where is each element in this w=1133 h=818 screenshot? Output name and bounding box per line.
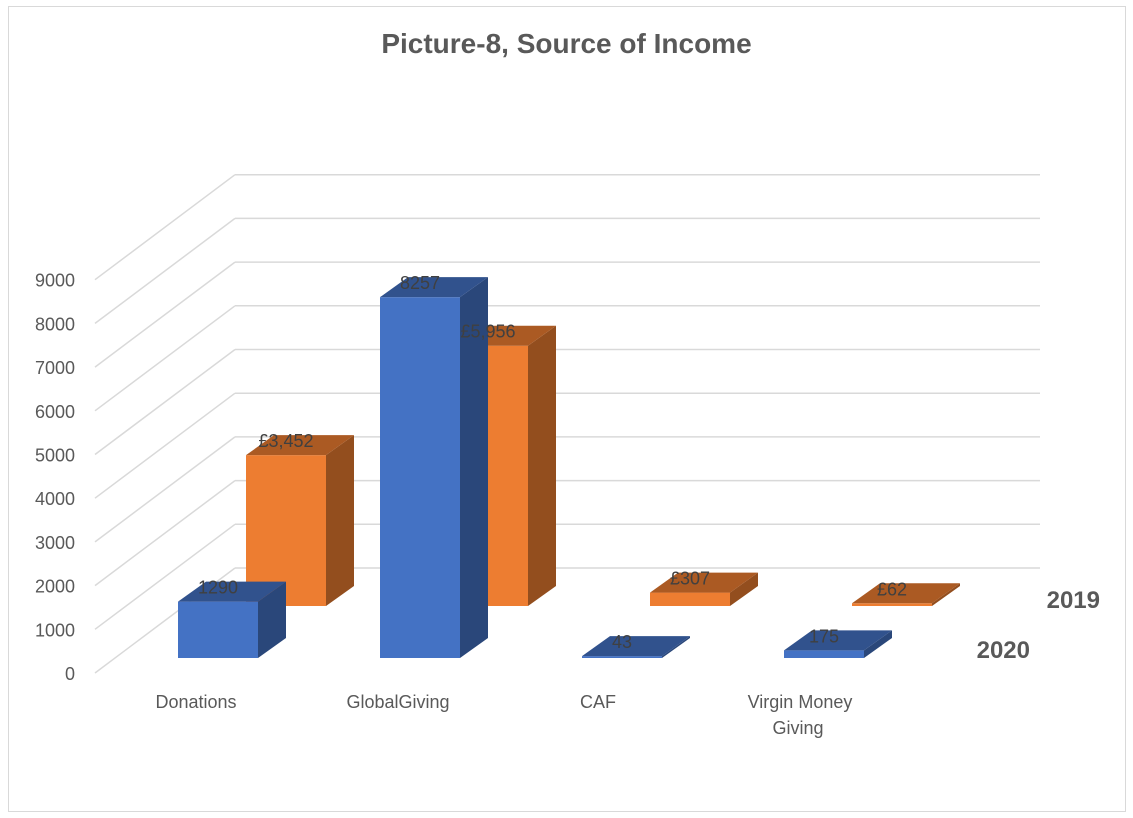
side-gridline [94, 217, 236, 324]
category-label: CAF [580, 692, 616, 712]
y-tick-label: 6000 [35, 402, 75, 422]
bar-2020-2-top [582, 636, 690, 657]
bar-2019-0-side [326, 435, 354, 606]
category-label: Virgin Money Giving [748, 692, 853, 738]
y-tick-label: 5000 [35, 446, 75, 466]
bar-2020-3 [784, 630, 892, 658]
data-label-2019: £307 [670, 569, 710, 589]
data-label-2019: £5,956 [460, 322, 515, 342]
side-gridline [94, 174, 236, 281]
chart-frame [8, 6, 1126, 812]
bar-2020-3-front [784, 650, 864, 658]
side-gridline [94, 480, 236, 587]
side-gridline [94, 305, 236, 412]
bar-2019-2-front [650, 592, 730, 606]
data-label-2020: 175 [809, 626, 839, 646]
bar-2020-1-side [460, 277, 488, 658]
chart-title: Picture-8, Source of Income [381, 28, 752, 59]
bar-2019-0-front [246, 455, 326, 606]
side-gridline [94, 348, 236, 456]
y-tick-label: 4000 [35, 489, 75, 509]
data-label-2020: 43 [612, 632, 632, 652]
bar-2019-0-top [246, 435, 354, 456]
bar-2019-3-front [852, 603, 932, 606]
category-label: Donations [155, 692, 236, 712]
bar-2020-1 [380, 277, 488, 658]
bar-2020-1-top [380, 277, 488, 298]
data-label-2019: £3,452 [258, 431, 313, 451]
bar-2020-0-front [178, 601, 258, 658]
bar-2020-3-side [864, 630, 892, 658]
y-tick-label: 0 [65, 664, 75, 684]
side-gridline [94, 436, 236, 543]
y-tick-label: 9000 [35, 271, 75, 291]
y-tick-label: 3000 [35, 533, 75, 553]
data-label-2020: 1290 [198, 578, 238, 598]
bar-2019-3-side [932, 583, 960, 606]
bar-2020-2-front [582, 656, 662, 658]
y-tick-label: 7000 [35, 358, 75, 378]
bar-2019-3 [852, 583, 960, 606]
bar-2020-2 [582, 636, 690, 658]
bar-2020-0-side [258, 581, 286, 658]
category-label: GlobalGiving [346, 692, 449, 712]
side-gridline [94, 392, 236, 499]
bar-2020-2-side [662, 636, 690, 658]
y-tick-label: 2000 [35, 577, 75, 597]
bar-2019-1-side [528, 325, 556, 606]
bar-2019-2-top [650, 572, 758, 593]
bar-2020-0 [178, 581, 286, 658]
data-label-2020: 8257 [400, 273, 440, 293]
bar-2020-3-top [784, 630, 892, 651]
bar-2019-2 [650, 572, 758, 606]
side-gridline [94, 261, 236, 368]
bar-2019-2-side [730, 572, 758, 606]
bar-2019-0 [246, 435, 354, 606]
series-label-2020: 2020 [977, 637, 1030, 664]
side-gridline [94, 523, 236, 630]
data-label-2019: £62 [877, 579, 907, 599]
y-tick-label: 1000 [35, 620, 75, 640]
bar-2020-0-top [178, 581, 286, 602]
series-label-2019: 2019 [1047, 587, 1100, 614]
bar-2020-1-front [380, 297, 460, 658]
bar-2019-3-top [852, 583, 960, 604]
y-tick-label: 8000 [35, 314, 75, 334]
